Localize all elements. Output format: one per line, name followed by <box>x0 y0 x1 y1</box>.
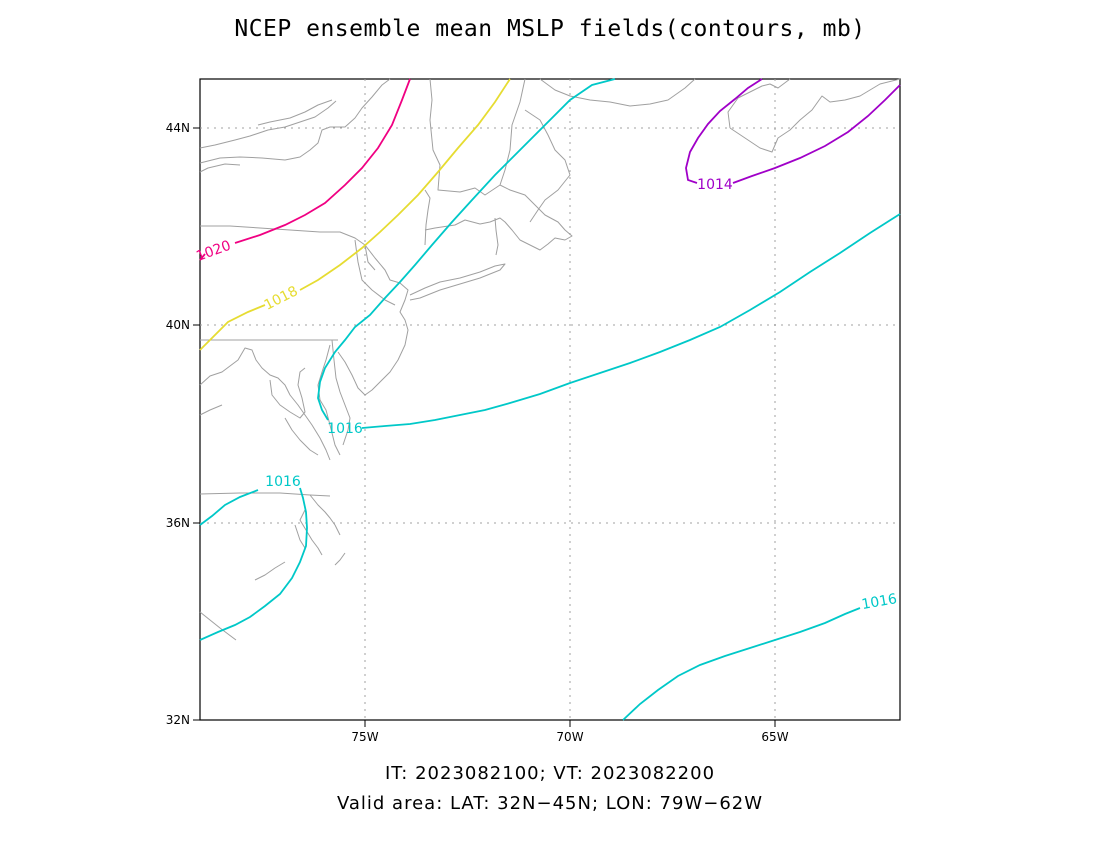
contour-1016-southeast <box>622 607 861 721</box>
contour-label-1018: 1018 <box>262 283 301 313</box>
lat-tick-32n: 32N <box>166 713 190 727</box>
plot-frame <box>199 78 901 721</box>
contour-1014 <box>685 78 901 184</box>
footer-times: IT: 2023082100; VT: 2023082200 <box>384 763 716 784</box>
lon-tick-65w: 65W <box>761 730 788 744</box>
contour-1018 <box>199 78 511 351</box>
contour-1016-east <box>361 213 901 429</box>
contour-1016-north <box>317 78 616 421</box>
contour-label-1016-c: 1016 <box>860 591 898 613</box>
contour-label-1016-b: 1016 <box>265 474 301 490</box>
gridlines <box>200 79 900 720</box>
lon-tick-75w: 75W <box>351 730 378 744</box>
lat-tick-40n: 40N <box>166 318 190 332</box>
tick-marks <box>193 127 776 727</box>
chart-title: NCEP ensemble mean MSLP fields(contours,… <box>234 16 866 42</box>
lat-tick-44n: 44N <box>166 121 190 135</box>
contour-1016-southwest <box>199 487 308 641</box>
lon-tick-70w: 70W <box>556 730 583 744</box>
contour-label-1016-a: 1016 <box>327 421 363 437</box>
contour-label-1014: 1014 <box>697 177 733 193</box>
lat-tick-36n: 36N <box>166 516 190 530</box>
coastlines <box>199 78 901 641</box>
contour-1020 <box>199 78 411 261</box>
footer-area: Valid area: LAT: 32N−45N; LON: 79W−62W <box>336 793 764 814</box>
